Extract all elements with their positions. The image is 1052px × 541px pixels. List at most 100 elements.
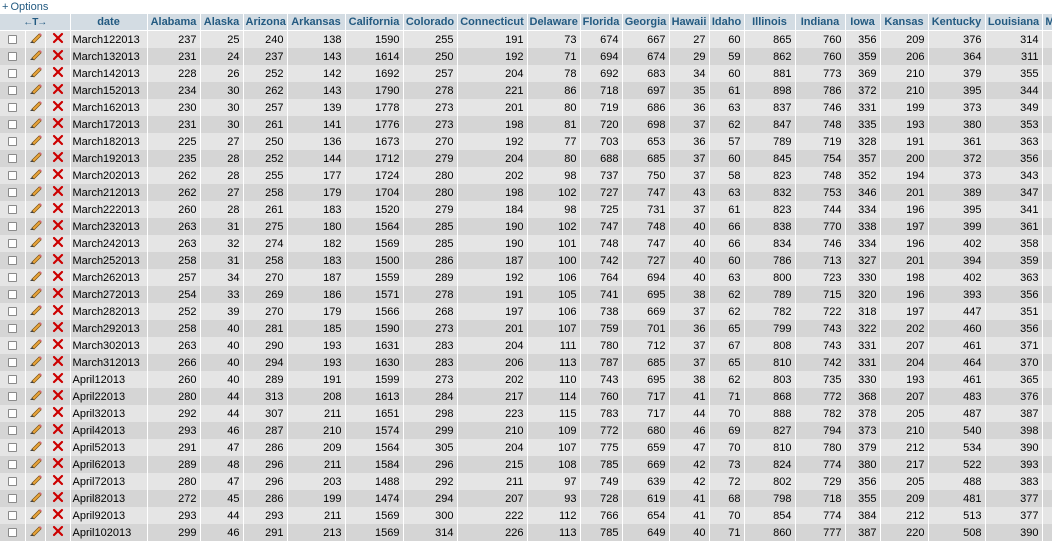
column-header-illinois[interactable]: Illinois — [744, 14, 795, 31]
row-checkbox[interactable] — [8, 205, 17, 214]
delete-x-icon[interactable] — [52, 525, 64, 541]
delete-x-icon[interactable] — [52, 406, 64, 422]
delete-x-icon[interactable] — [52, 100, 64, 116]
column-header-connecticut[interactable]: Connecticut — [457, 14, 527, 31]
row-checkbox[interactable] — [8, 171, 17, 180]
pencil-icon[interactable] — [29, 473, 42, 490]
column-header-arizona[interactable]: Arizona — [243, 14, 287, 31]
delete-x-icon[interactable] — [52, 66, 64, 82]
pencil-icon[interactable] — [29, 422, 42, 439]
delete-x-icon[interactable] — [52, 474, 64, 490]
delete-x-icon[interactable] — [52, 219, 64, 235]
pencil-icon[interactable] — [29, 184, 42, 201]
pencil-icon[interactable] — [29, 388, 42, 405]
expand-plus-icon[interactable]: + — [2, 1, 8, 13]
delete-x-icon[interactable] — [52, 185, 64, 201]
pencil-icon[interactable] — [29, 320, 42, 337]
pencil-icon[interactable] — [29, 456, 42, 473]
pencil-icon[interactable] — [29, 133, 42, 150]
row-checkbox[interactable] — [8, 511, 17, 520]
delete-x-icon[interactable] — [52, 321, 64, 337]
pencil-icon[interactable] — [29, 524, 42, 541]
delete-x-icon[interactable] — [52, 423, 64, 439]
delete-x-icon[interactable] — [52, 355, 64, 371]
delete-x-icon[interactable] — [52, 508, 64, 524]
row-checkbox[interactable] — [8, 426, 17, 435]
delete-x-icon[interactable] — [52, 287, 64, 303]
column-header-ma[interactable]: Ma — [1042, 14, 1052, 31]
resize-arrows-icon[interactable]: ←T→ — [23, 17, 46, 28]
row-checkbox[interactable] — [8, 35, 17, 44]
column-header-california[interactable]: California — [345, 14, 403, 31]
delete-x-icon[interactable] — [52, 457, 64, 473]
pencil-icon[interactable] — [29, 371, 42, 388]
row-checkbox[interactable] — [8, 52, 17, 61]
row-checkbox[interactable] — [8, 137, 17, 146]
pencil-icon[interactable] — [29, 252, 42, 269]
row-checkbox[interactable] — [8, 375, 17, 384]
column-resize-control[interactable]: ←T→ — [0, 14, 70, 31]
row-checkbox[interactable] — [8, 460, 17, 469]
column-header-iowa[interactable]: Iowa — [845, 14, 880, 31]
delete-x-icon[interactable] — [52, 491, 64, 507]
pencil-icon[interactable] — [29, 48, 42, 65]
column-header-louisiana[interactable]: Louisiana — [985, 14, 1042, 31]
row-checkbox[interactable] — [8, 154, 17, 163]
row-checkbox[interactable] — [8, 528, 17, 537]
row-checkbox[interactable] — [8, 188, 17, 197]
column-header-kentucky[interactable]: Kentucky — [928, 14, 985, 31]
row-checkbox[interactable] — [8, 120, 17, 129]
pencil-icon[interactable] — [29, 354, 42, 371]
pencil-icon[interactable] — [29, 269, 42, 286]
column-header-indiana[interactable]: Indiana — [795, 14, 845, 31]
row-checkbox[interactable] — [8, 392, 17, 401]
row-checkbox[interactable] — [8, 256, 17, 265]
delete-x-icon[interactable] — [52, 372, 64, 388]
delete-x-icon[interactable] — [52, 253, 64, 269]
column-header-alabama[interactable]: Alabama — [147, 14, 200, 31]
row-checkbox[interactable] — [8, 290, 17, 299]
pencil-icon[interactable] — [29, 218, 42, 235]
pencil-icon[interactable] — [29, 303, 42, 320]
row-checkbox[interactable] — [8, 409, 17, 418]
row-checkbox[interactable] — [8, 358, 17, 367]
delete-x-icon[interactable] — [52, 202, 64, 218]
delete-x-icon[interactable] — [52, 168, 64, 184]
row-checkbox[interactable] — [8, 273, 17, 282]
column-header-delaware[interactable]: Delaware — [527, 14, 580, 31]
pencil-icon[interactable] — [29, 337, 42, 354]
column-header-florida[interactable]: Florida — [580, 14, 622, 31]
row-checkbox[interactable] — [8, 69, 17, 78]
column-header-kansas[interactable]: Kansas — [880, 14, 928, 31]
row-checkbox[interactable] — [8, 103, 17, 112]
delete-x-icon[interactable] — [52, 389, 64, 405]
row-checkbox[interactable] — [8, 222, 17, 231]
column-header-idaho[interactable]: Idaho — [709, 14, 744, 31]
delete-x-icon[interactable] — [52, 304, 64, 320]
row-checkbox[interactable] — [8, 341, 17, 350]
pencil-icon[interactable] — [29, 99, 42, 116]
column-header-alaska[interactable]: Alaska — [200, 14, 243, 31]
delete-x-icon[interactable] — [52, 117, 64, 133]
row-checkbox[interactable] — [8, 443, 17, 452]
delete-x-icon[interactable] — [52, 83, 64, 99]
pencil-icon[interactable] — [29, 439, 42, 456]
delete-x-icon[interactable] — [52, 49, 64, 65]
column-header-hawaii[interactable]: Hawaii — [669, 14, 709, 31]
pencil-icon[interactable] — [29, 490, 42, 507]
delete-x-icon[interactable] — [52, 440, 64, 456]
row-checkbox[interactable] — [8, 477, 17, 486]
column-header-arkansas[interactable]: Arkansas — [287, 14, 345, 31]
row-checkbox[interactable] — [8, 307, 17, 316]
column-header-georgia[interactable]: Georgia — [622, 14, 669, 31]
pencil-icon[interactable] — [29, 82, 42, 99]
column-header-date[interactable]: date — [70, 14, 147, 31]
pencil-icon[interactable] — [29, 235, 42, 252]
delete-x-icon[interactable] — [52, 134, 64, 150]
delete-x-icon[interactable] — [52, 151, 64, 167]
row-checkbox[interactable] — [8, 239, 17, 248]
delete-x-icon[interactable] — [52, 338, 64, 354]
row-checkbox[interactable] — [8, 86, 17, 95]
pencil-icon[interactable] — [29, 167, 42, 184]
pencil-icon[interactable] — [29, 286, 42, 303]
